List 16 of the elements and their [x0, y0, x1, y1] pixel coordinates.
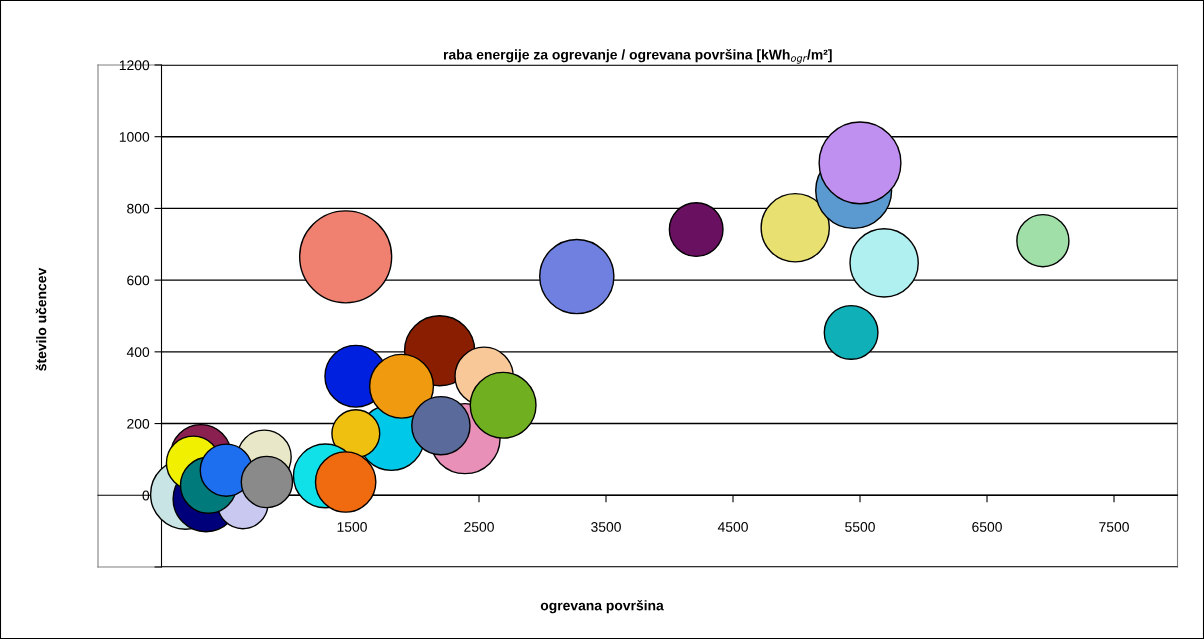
- y-tick-label: 1000: [119, 132, 150, 142]
- x-tick-label: 6500: [972, 522, 1002, 532]
- chart-title: raba energije za ogrevanje / ogrevana površina [kWh$_{ogr}$/m²]: [443, 49, 832, 64]
- y-tick-label: 800: [127, 203, 150, 214]
- y-tick-label: 1200: [119, 60, 150, 71]
- x-tick-label: 3500: [591, 522, 621, 532]
- x-tick-label: 1500: [337, 522, 367, 532]
- y-tick-label: 600: [127, 275, 150, 286]
- y-axis-title: število učencev: [35, 267, 47, 371]
- x-axis-title: ogrevana površina: [540, 599, 664, 614]
- x-tick-label: 2500: [464, 522, 494, 532]
- y-tick-label: 400: [126, 347, 150, 358]
- x-tick-label: 7500: [1099, 522, 1129, 532]
- x-tick-label: 5500: [845, 522, 875, 532]
- x-tick-label: 4500: [717, 522, 748, 532]
- y-tick-label: 200: [127, 418, 150, 429]
